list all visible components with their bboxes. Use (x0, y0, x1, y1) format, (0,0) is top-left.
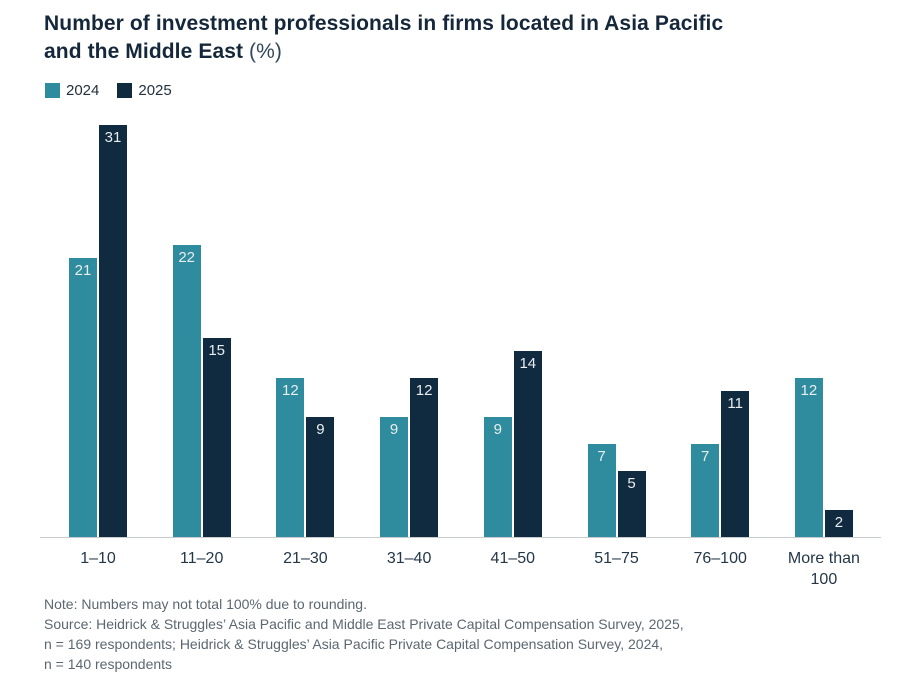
bar-group-5: 9 14 (483, 351, 542, 537)
bar-value-label: 12 (800, 382, 818, 399)
bar-value-label: 7 (597, 448, 606, 465)
bar-value-label: 15 (208, 342, 226, 359)
bar-group-3: 12 9 (276, 378, 335, 537)
bar-plot-area: 21 31 22 15 12 9 9 12 9 14 7 5 7 11 12 2 (0, 125, 903, 537)
footnote-line: n = 140 respondents (44, 656, 173, 672)
bar-2024: 21 (69, 258, 97, 537)
bar-group-1: 21 31 (69, 125, 127, 537)
chart-footnotes: Note: Numbers may not total 100% due to … (44, 594, 684, 674)
bar-value-label: 14 (519, 355, 537, 372)
x-axis-label: 1–10 (80, 550, 116, 567)
bar-group-2: 22 15 (172, 245, 231, 537)
x-axis-label: 51–75 (594, 550, 639, 567)
x-axis-label: More than 100 (787, 550, 860, 588)
bar-2024: 12 (276, 378, 305, 537)
bar-2025: 12 (410, 378, 439, 537)
bar-value-label: 2 (834, 514, 844, 531)
bar-value-label: 12 (282, 382, 299, 399)
x-axis-label: 76–100 (693, 550, 747, 567)
bar-value-label: 21 (74, 262, 92, 279)
bar-2024: 9 (483, 417, 512, 537)
x-axis-label: 11–20 (180, 550, 224, 567)
bar-2024: 22 (172, 245, 201, 537)
bar-2025: 14 (513, 351, 542, 537)
chart-legend: 2024 2025 (45, 82, 172, 99)
footnote-line: Source: Heidrick & Struggles’ Asia Pacif… (44, 616, 684, 632)
legend-item-2025: 2025 (117, 82, 172, 99)
legend-label-2024: 2024 (66, 82, 100, 99)
bar-2025: 15 (202, 338, 231, 537)
bar-value-label: 9 (389, 421, 399, 438)
chart-title: Number of investment professionals in fi… (44, 10, 723, 66)
x-axis-line (40, 537, 881, 538)
bar-value-label: 31 (104, 129, 122, 146)
bar-value-label: 7 (701, 448, 710, 465)
bar-2024: 7 (587, 444, 616, 537)
bar-2025: 9 (306, 417, 335, 537)
legend-swatch-2024 (45, 83, 60, 98)
bar-2025: 31 (99, 125, 127, 537)
bar-value-label: 12 (415, 382, 433, 399)
bar-value-label: 5 (627, 475, 636, 492)
chart-title-unit: (%) (249, 40, 282, 63)
legend-item-2024: 2024 (45, 82, 99, 99)
x-axis-label: 41–50 (490, 550, 536, 567)
footnote-line: n = 169 respondents; Heidrick & Struggle… (44, 636, 664, 652)
bar-group-8: 12 2 (794, 378, 853, 537)
x-axis-label: 31–40 (386, 550, 432, 567)
bar-2025: 5 (617, 471, 646, 537)
x-axis-label: 21–30 (283, 550, 328, 567)
bar-value-label: 9 (493, 421, 502, 438)
bar-group-4: 9 12 (380, 378, 439, 537)
chart-title-line2: and the Middle East (44, 40, 244, 63)
bar-value-label: 11 (727, 395, 743, 412)
bar-2024: 12 (794, 378, 823, 537)
bar-group-7: 7 11 (691, 391, 750, 537)
bar-2024: 9 (380, 417, 409, 537)
legend-label-2025: 2025 (138, 82, 172, 99)
legend-swatch-2025 (117, 83, 133, 98)
chart-title-line1: Number of investment professionals in fi… (44, 12, 724, 35)
bar-value-label: 9 (316, 421, 325, 438)
bar-2024: 7 (691, 444, 720, 537)
bar-value-label: 22 (178, 249, 196, 266)
footnote-line: Note: Numbers may not total 100% due to … (44, 596, 367, 612)
bar-2025: 2 (824, 510, 853, 537)
bar-2025: 11 (721, 391, 750, 537)
